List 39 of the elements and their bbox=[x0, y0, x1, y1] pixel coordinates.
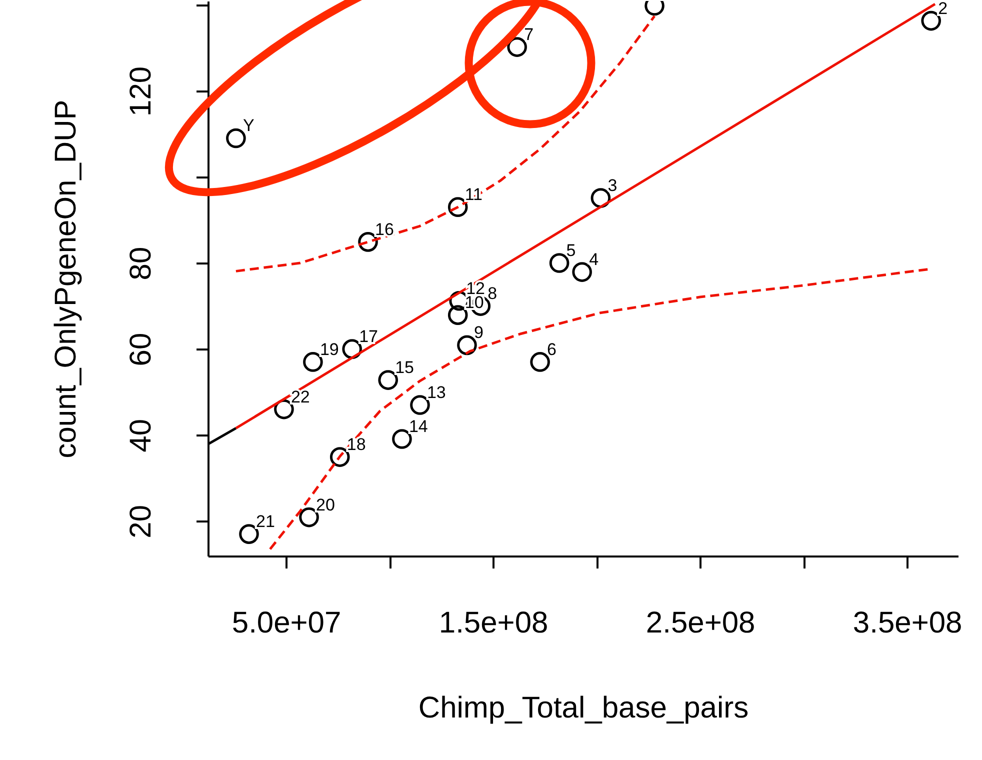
annotation: Y bbox=[242, 116, 254, 136]
x-tick-label: 5.0e+07 bbox=[232, 606, 342, 640]
y-tick-label: 120 bbox=[124, 66, 158, 116]
annotation: 8 bbox=[488, 284, 498, 304]
x-tick-label: 2.5e+08 bbox=[646, 606, 756, 640]
annotation: 14 bbox=[408, 416, 428, 436]
annotation: 20 bbox=[316, 495, 335, 514]
annotation: 18 bbox=[346, 435, 366, 454]
y-axis-title: count_OnlyPgeneOn_DUP bbox=[50, 100, 82, 458]
point bbox=[330, 447, 350, 467]
point bbox=[358, 232, 378, 252]
line-series bbox=[234, 14, 656, 272]
annotation: 3 bbox=[608, 176, 618, 196]
y-tick-label: 40 bbox=[124, 418, 158, 452]
annotation: 9 bbox=[474, 323, 484, 342]
y-tick-label: 80 bbox=[124, 246, 158, 280]
point bbox=[921, 10, 941, 31]
annotation: 2 bbox=[938, 0, 948, 18]
annotation: 19 bbox=[320, 340, 339, 359]
point bbox=[410, 395, 430, 415]
annotation: 15 bbox=[395, 358, 414, 378]
x-tick-label: 3.5e+08 bbox=[852, 606, 962, 640]
annotation: 22 bbox=[290, 387, 310, 406]
point bbox=[448, 305, 468, 325]
point bbox=[303, 352, 323, 372]
annotation: 4 bbox=[589, 250, 599, 270]
point bbox=[448, 197, 468, 217]
y-tick-label: 60 bbox=[124, 332, 158, 366]
x-axis-title: Chimp_Total_base_pairs bbox=[418, 692, 749, 724]
x-tick-label: 1.5e+08 bbox=[438, 606, 548, 640]
annotation: 6 bbox=[547, 340, 557, 359]
annotation: 13 bbox=[426, 382, 446, 402]
point bbox=[392, 429, 412, 449]
annotation: 17 bbox=[359, 327, 378, 346]
annotation: 7 bbox=[524, 25, 534, 44]
annotation: 5 bbox=[566, 241, 576, 260]
annotation: 16 bbox=[375, 220, 394, 239]
annotation: 21 bbox=[256, 512, 275, 532]
y-tick-label: 20 bbox=[124, 504, 158, 538]
